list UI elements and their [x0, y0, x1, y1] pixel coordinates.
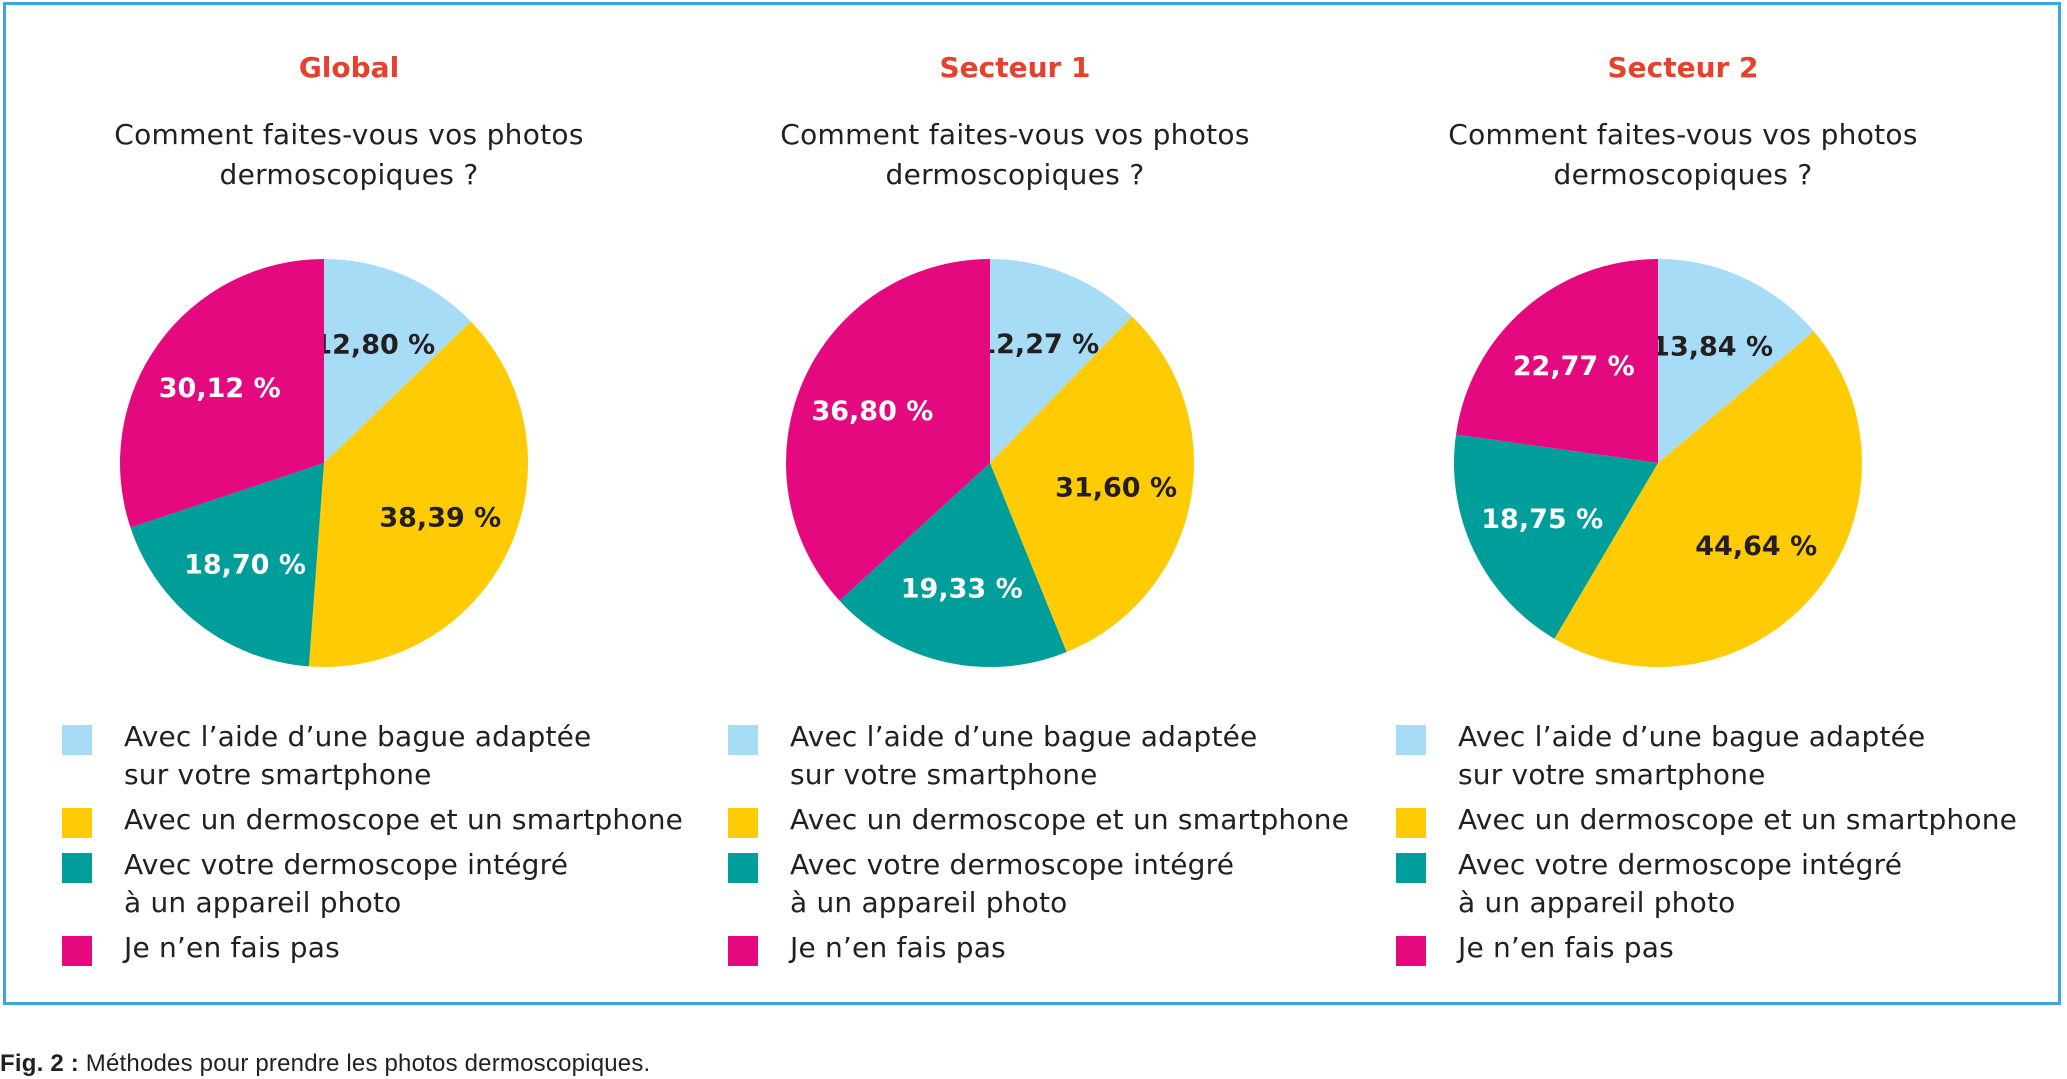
chart-legend: Avec l’aide d’une bague adaptée sur votr…: [728, 718, 1358, 974]
legend-swatch: [62, 808, 92, 838]
legend-item: Avec l’aide d’une bague adaptée sur votr…: [1396, 718, 2026, 794]
pie-chart: 13,84 % 44,64 % 18,75 % 22,77 %: [1454, 259, 1862, 667]
slice-data-label: 12,80 %: [313, 330, 435, 361]
legend-label: Avec un dermoscope et un smartphone: [1458, 803, 2018, 836]
slice-data-label: 36,80 %: [811, 396, 933, 427]
pie-chart: 12,80 % 38,39 % 18,70 % 30,12 %: [119, 259, 528, 667]
pie-slice: [990, 259, 1133, 463]
legend-swatch: [62, 853, 92, 883]
pie-slice: [324, 259, 471, 463]
slice-data-label: 38,39 %: [379, 503, 501, 534]
pie-chart: 12,27 % 31,60 % 19,33 % 36,80 %: [786, 259, 1194, 667]
slice-data-label: 13,84 %: [1651, 331, 1773, 362]
legend-item: Je n’en fais pas: [62, 929, 692, 967]
legend-label: Avec votre dermoscope intégré à un appar…: [124, 848, 569, 919]
slice-data-label: 31,60 %: [1055, 473, 1177, 504]
legend-label: Avec votre dermoscope intégré à un appar…: [790, 848, 1235, 919]
legend-swatch: [728, 853, 758, 883]
legend-swatch: [1396, 936, 1426, 966]
legend-label: Avec l’aide d’une bague adaptée sur votr…: [124, 720, 592, 791]
slice-data-label: 22,77 %: [1513, 351, 1635, 382]
legend-label: Je n’en fais pas: [790, 931, 1006, 964]
chart-legend: Avec l’aide d’une bague adaptée sur votr…: [62, 718, 692, 974]
chart-panel-secteur-1: Secteur 1 Comment faites-vous vos photos…: [672, 5, 1358, 1005]
legend-swatch: [1396, 853, 1426, 883]
legend-item: Je n’en fais pas: [1396, 929, 2026, 967]
pie-slice: [839, 463, 1067, 667]
chart-panel-secteur-2: Secteur 2 Comment faites-vous vos photos…: [1340, 5, 2026, 1005]
legend-item: Avec votre dermoscope intégré à un appar…: [1396, 846, 2026, 922]
legend-label: Avec un dermoscope et un smartphone: [124, 803, 684, 836]
slice-data-label: 30,12 %: [159, 373, 281, 404]
chart-subtitle: Comment faites-vous vos photos dermoscop…: [1448, 118, 1918, 191]
caption-text: Méthodes pour prendre les photos dermosc…: [78, 1050, 651, 1077]
legend-item: Avec un dermoscope et un smartphone: [728, 801, 1358, 839]
figure-frame: Global Comment faites-vous vos photos de…: [3, 2, 2061, 1005]
legend-swatch: [1396, 808, 1426, 838]
legend-label: Avec l’aide d’une bague adaptée sur votr…: [1458, 720, 1926, 791]
legend-swatch: [728, 936, 758, 966]
pie-slice: [130, 463, 324, 667]
legend-swatch: [728, 725, 758, 755]
legend-swatch: [728, 808, 758, 838]
slice-data-label: 44,64 %: [1695, 531, 1817, 562]
legend-swatch: [62, 936, 92, 966]
legend-label: Avec un dermoscope et un smartphone: [790, 803, 1350, 836]
figure-caption: Fig. 2 : Méthodes pour prendre les photo…: [0, 1050, 650, 1078]
pie-slice: [119, 259, 324, 528]
legend-label: Je n’en fais pas: [124, 931, 340, 964]
legend-swatch: [62, 725, 92, 755]
legend-label: Avec votre dermoscope intégré à un appar…: [1458, 848, 1903, 919]
slice-data-label: 18,70 %: [184, 549, 306, 580]
slice-data-label: 18,75 %: [1481, 504, 1603, 535]
legend-label: Je n’en fais pas: [1458, 931, 1674, 964]
pie-slice: [1554, 331, 1862, 667]
legend-label: Avec l’aide d’une bague adaptée sur votr…: [790, 720, 1258, 791]
pie-slice: [1454, 434, 1658, 639]
chart-title: Secteur 2: [1607, 51, 1759, 84]
pie-slice: [308, 321, 528, 667]
chart-panel-global: Global Comment faites-vous vos photos de…: [6, 5, 692, 1005]
pie-slice: [786, 259, 990, 601]
chart-subtitle: Comment faites-vous vos photos dermoscop…: [780, 118, 1250, 191]
legend-item: Je n’en fais pas: [728, 929, 1358, 967]
chart-title: Global: [298, 51, 400, 84]
pie-slice: [990, 316, 1194, 653]
legend-item: Avec votre dermoscope intégré à un appar…: [728, 846, 1358, 922]
slice-data-label: 12,27 %: [977, 329, 1099, 360]
legend-item: Avec un dermoscope et un smartphone: [62, 801, 692, 839]
legend-item: Avec un dermoscope et un smartphone: [1396, 801, 2026, 839]
pie-slice: [1658, 259, 1814, 463]
chart-legend: Avec l’aide d’une bague adaptée sur votr…: [1396, 718, 2026, 974]
legend-item: Avec l’aide d’une bague adaptée sur votr…: [62, 718, 692, 794]
legend-item: Avec l’aide d’une bague adaptée sur votr…: [728, 718, 1358, 794]
chart-subtitle: Comment faites-vous vos photos dermoscop…: [114, 118, 584, 191]
pie-slice: [1456, 259, 1658, 463]
caption-label: Fig. 2 :: [0, 1050, 79, 1077]
legend-item: Avec votre dermoscope intégré à un appar…: [62, 846, 692, 922]
slice-data-label: 19,33 %: [901, 573, 1023, 604]
chart-title: Secteur 1: [939, 51, 1091, 84]
legend-swatch: [1396, 725, 1426, 755]
